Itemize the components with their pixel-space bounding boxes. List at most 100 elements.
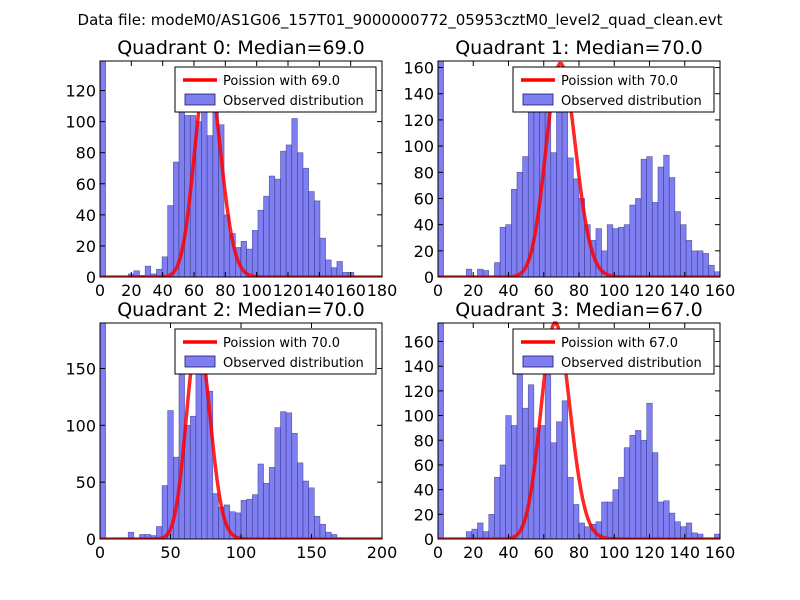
- histogram-bar: [314, 200, 321, 278]
- histogram-bar: [527, 384, 535, 540]
- histogram-bar: [640, 158, 647, 278]
- histogram-bar: [251, 230, 259, 278]
- y-tick-label: 140: [403, 357, 434, 376]
- histogram-bar: [285, 412, 293, 540]
- poisson-curve: [438, 61, 720, 277]
- x-tick-label: 60: [534, 281, 554, 300]
- y-tick-label: 120: [403, 382, 434, 401]
- x-tick-label: 100: [226, 543, 257, 562]
- x-tick-label: 150: [296, 543, 327, 562]
- y-tick-label: 40: [76, 206, 96, 225]
- histogram-bar: [629, 204, 636, 278]
- histogram-bar: [646, 402, 653, 540]
- histogram-bar: [291, 432, 298, 540]
- histogram-bar: [674, 521, 681, 540]
- histogram-bar: [708, 264, 715, 278]
- x-tick-label: 80: [215, 281, 235, 300]
- histogram-bar: [167, 205, 174, 278]
- x-tick-label: 0: [433, 281, 443, 300]
- x-tick-label: 50: [160, 543, 180, 562]
- legend-label-poisson: Poission with 67.0: [561, 336, 678, 351]
- chart-panel-0: 0 20 40 60 80 100 120 140 160 180020406080100120Q…: [65, 37, 397, 300]
- legend-bar-swatch: [522, 355, 554, 368]
- histogram-bar: [612, 489, 619, 540]
- histogram-bar: [336, 261, 343, 278]
- x-tick-label: 20: [121, 281, 141, 300]
- histogram-bar: [573, 504, 580, 540]
- histogram-bar: [567, 476, 574, 540]
- histogram-bar: [612, 228, 619, 278]
- y-tick-label: 120: [65, 82, 96, 101]
- histogram-bar: [511, 425, 518, 540]
- chart-title: Quadrant 1: Median=70.0: [455, 37, 703, 59]
- x-tick-label: 40: [498, 543, 518, 562]
- x-tick-label: 100: [599, 281, 630, 300]
- y-tick-label: 100: [65, 416, 96, 435]
- histogram-bar: [201, 371, 208, 540]
- x-tick-label: 0: [95, 543, 105, 562]
- legend-bar-swatch: [184, 355, 216, 368]
- histogram-bar: [494, 262, 501, 278]
- y-tick-label: 60: [414, 456, 434, 475]
- histogram-bar: [240, 500, 247, 540]
- histogram-bar: [212, 493, 219, 540]
- histogram-bar: [257, 463, 264, 540]
- y-tick-label: 150: [65, 359, 96, 378]
- histogram-bar: [314, 515, 321, 540]
- histogram-bar: [274, 427, 281, 540]
- histogram-bar: [257, 209, 264, 278]
- histogram-bar: [280, 150, 287, 278]
- legend-label-observed: Observed distribution: [561, 356, 702, 371]
- y-tick-label: 0: [86, 268, 96, 287]
- histogram-bar: [573, 178, 580, 278]
- y-tick-label: 20: [414, 242, 434, 261]
- x-tick-label: 120: [273, 281, 304, 300]
- x-tick-label: 0: [433, 543, 443, 562]
- chart-title: Quadrant 0: Median=69.0: [117, 37, 365, 59]
- legend-bar-swatch: [184, 93, 216, 106]
- histogram-bar: [561, 400, 569, 540]
- histogram-bar: [544, 353, 552, 540]
- legend-label-observed: Observed distribution: [223, 94, 364, 109]
- x-tick-label: 80: [569, 281, 589, 300]
- histogram-bar: [488, 514, 495, 540]
- histogram-bar: [189, 415, 197, 540]
- histogram-bar: [550, 152, 557, 278]
- histogram-bar: [263, 482, 270, 540]
- y-tick-label: 100: [65, 113, 96, 132]
- poisson-curve: [438, 321, 720, 539]
- histogram-bar: [657, 501, 664, 540]
- x-tick-label: 160: [335, 281, 366, 300]
- histogram-bar: [268, 467, 276, 540]
- chart-title: Quadrant 2: Median=70.0: [117, 299, 365, 321]
- y-tick-label: 20: [76, 237, 96, 256]
- x-tick-label: 60: [184, 281, 204, 300]
- histogram-bar: [635, 198, 642, 278]
- chart-panel-1: 0 20 40 60 80 100 120 140 1600204060801001201401…: [403, 37, 735, 300]
- histogram-bar: [635, 430, 642, 540]
- x-tick-label: 20: [463, 281, 483, 300]
- chart-panel-2: 0 50 100 150 200 0 50 100 150 Quadrant 2: Median=…: [65, 299, 397, 562]
- x-tick-label: 80: [569, 543, 589, 562]
- histogram-bar: [646, 156, 653, 278]
- histogram-bar: [511, 188, 518, 278]
- x-tick-label: 40: [152, 281, 172, 300]
- histogram-bar: [539, 425, 546, 540]
- histogram-bar: [652, 202, 659, 278]
- x-tick-label: 140: [304, 281, 335, 300]
- histogram-bar: [663, 500, 670, 540]
- chart-title: Quadrant 3: Median=67.0: [455, 299, 703, 321]
- histogram-bar: [319, 523, 326, 540]
- histogram-bar: [285, 144, 293, 278]
- histogram-bar: [494, 476, 501, 540]
- y-tick-label: 80: [76, 144, 96, 163]
- histogram-bar: [618, 226, 625, 278]
- histogram-bar: [685, 240, 693, 278]
- histogram-bar: [319, 237, 326, 278]
- histogram-bar: [308, 191, 315, 278]
- x-tick-label: 140: [669, 543, 700, 562]
- legend-label-poisson: Poission with 69.0: [223, 74, 340, 89]
- y-tick-label: 40: [414, 481, 434, 500]
- y-tick-label: 160: [403, 333, 434, 352]
- y-tick-label: 60: [414, 189, 434, 208]
